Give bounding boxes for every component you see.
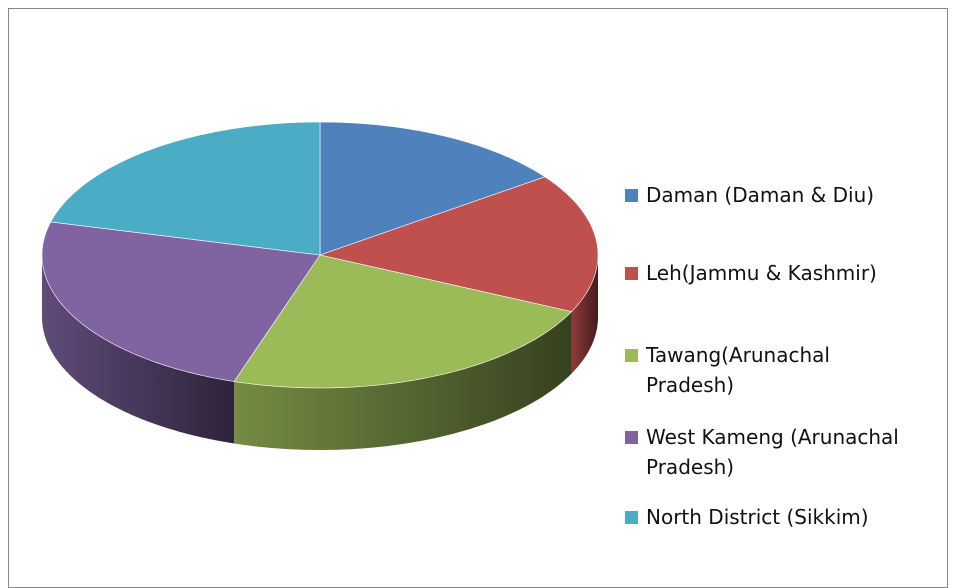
slice-top	[233, 254, 573, 389]
slice-top	[50, 121, 321, 256]
legend-item: North District (Sikkim)	[625, 502, 925, 532]
legend-swatch	[625, 349, 638, 362]
slice	[318, 176, 599, 374]
legend-label: West Kameng (Arunachal Pradesh)	[646, 425, 899, 479]
slice-side	[234, 311, 572, 450]
slice	[319, 121, 546, 256]
slice	[50, 121, 321, 256]
legend-item: Daman (Daman & Diu)	[625, 180, 925, 210]
legend-swatch	[625, 267, 638, 280]
chart	[41, 121, 599, 450]
slice	[41, 221, 321, 444]
legend-item: Tawang(Arunachal Pradesh)	[625, 340, 925, 400]
slice-top	[318, 176, 599, 312]
legend-item: Leh(Jammu & Kashmir)	[625, 258, 925, 288]
slice-top	[319, 121, 546, 256]
slice	[233, 254, 573, 450]
legend-label: North District (Sikkim)	[646, 505, 869, 529]
slice-top	[41, 221, 321, 382]
legend-label: Leh(Jammu & Kashmir)	[646, 261, 877, 285]
legend-swatch	[625, 431, 638, 444]
legend-label: Tawang(Arunachal Pradesh)	[646, 343, 830, 397]
legend-item: West Kameng (Arunachal Pradesh)	[625, 422, 925, 482]
slice-side	[571, 255, 598, 374]
legend-swatch	[625, 511, 638, 524]
legend-swatch	[625, 189, 638, 202]
legend-label: Daman (Daman & Diu)	[646, 183, 875, 207]
slice-side	[42, 255, 235, 444]
